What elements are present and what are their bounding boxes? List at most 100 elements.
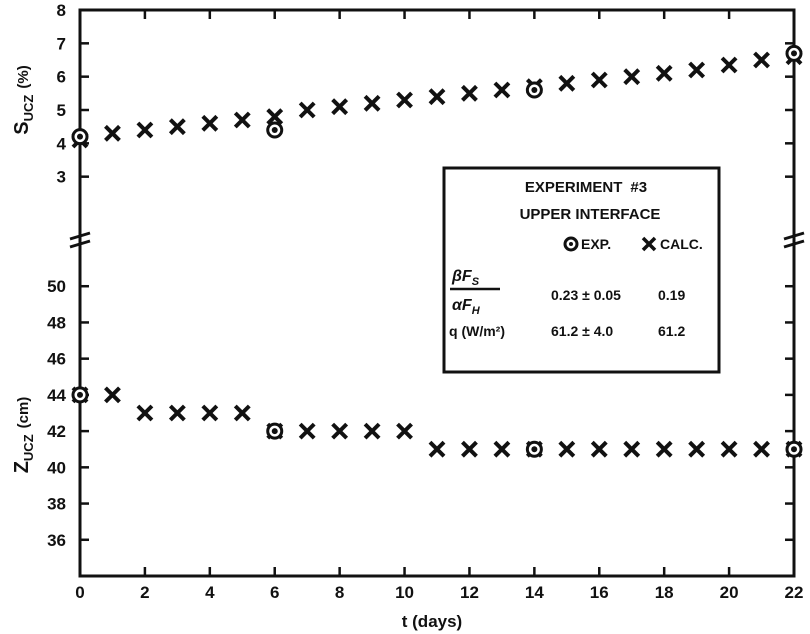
y-axis-label-top-main: S (11, 121, 33, 134)
calc-point-x (396, 422, 413, 440)
y-tick-label: 3 (57, 168, 66, 187)
legend-ratio-numerator: βFS (451, 268, 480, 288)
calc-point-x (461, 84, 478, 102)
legend-title-1: EXPERIMENT #3 (525, 179, 647, 196)
x-tick-label: 4 (205, 583, 215, 602)
legend-ratio-calc-value: 0.19 (658, 287, 685, 303)
calc-point-x (396, 91, 413, 109)
axis-break-left (69, 231, 91, 249)
calc-point-x (201, 404, 219, 422)
y-axis-label-bottom-main: Z (11, 461, 33, 473)
calc-point-x (688, 61, 706, 79)
calc-point-x (753, 440, 770, 458)
calc-point-x (136, 121, 154, 139)
plot-frame (78, 8, 796, 578)
x-tick-label: 8 (335, 583, 344, 602)
legend-title-1-mark: #3 (630, 179, 647, 196)
calc-point-x (493, 440, 511, 458)
calc-point-x (363, 94, 381, 112)
exp-point-circle (525, 81, 543, 99)
data-marks (71, 44, 803, 458)
legend-calc-marker (641, 236, 657, 252)
legend-title-2: UPPER INTERFACE (520, 206, 661, 223)
exp-point-circle (266, 121, 284, 139)
calc-point-x (753, 51, 770, 69)
y-tick-label: 40 (47, 458, 66, 477)
calc-point-x (623, 440, 641, 458)
legend-q-calc-value: 61.2 (658, 323, 685, 339)
calc-point-x (201, 114, 219, 132)
x-tick-label: 16 (590, 583, 609, 602)
y-tick-label: 36 (47, 531, 66, 550)
y-tick-label: 38 (47, 495, 66, 514)
legend-box (442, 166, 721, 374)
calc-point-x (233, 111, 251, 129)
y-tick-label: 8 (57, 1, 66, 20)
exp-point-circle (525, 440, 543, 458)
legend-q-exp-value: 61.2 ± 4.0 (551, 323, 613, 339)
calc-point-x (266, 108, 284, 126)
axis-ticks: 0 2 4 6 8 10 12 14 16 18 20 22345678363840424446485… (47, 1, 803, 602)
calc-point-x (136, 404, 154, 422)
x-tick-label: 12 (460, 583, 479, 602)
legend-ratio-den-sub: H (472, 305, 481, 317)
calc-point-x (428, 440, 446, 458)
calc-point-x (558, 74, 576, 92)
y-axis-label-bottom: ZUCZ (cm) (11, 397, 36, 474)
y-axis-label-top-unit: (%) (15, 65, 32, 88)
exp-point-circle (785, 440, 803, 458)
y-tick-label: 46 (47, 350, 66, 369)
calc-point-x (331, 98, 349, 116)
y-axis-label-top: SUCZ (%) (11, 65, 36, 134)
x-tick-label: 6 (270, 583, 279, 602)
calc-point-x (363, 422, 381, 440)
legend-ratio-denominator: αFH (452, 297, 481, 317)
legend-ratio-num-text: βF (451, 268, 473, 285)
y-tick-label: 50 (47, 277, 66, 296)
legend-q-label: q (W/m²) (449, 323, 505, 339)
calc-point-x (331, 422, 349, 440)
calc-point-x (720, 56, 738, 74)
calc-point-x (655, 440, 673, 458)
y-tick-label: 42 (47, 422, 66, 441)
y-tick-label: 4 (57, 134, 67, 153)
calc-point-x (104, 124, 121, 142)
x-tick-label: 0 (75, 583, 84, 602)
exp-point-circle (785, 44, 803, 62)
calc-point-x (298, 101, 316, 119)
calc-point-x (168, 118, 186, 136)
x-tick-label: 18 (655, 583, 674, 602)
y-tick-label: 44 (47, 386, 66, 405)
y-tick-label: 48 (47, 313, 66, 332)
calc-point-x (590, 440, 608, 458)
calc-point-x (461, 440, 478, 458)
y-tick-label: 5 (57, 101, 66, 120)
y-tick-label: 6 (57, 68, 66, 87)
x-tick-label: 10 (395, 583, 414, 602)
y-axis-label-bottom-sub: UCZ (21, 434, 36, 461)
legend-calc-label: CALC. (660, 236, 703, 252)
axis-break-right (783, 231, 805, 249)
calc-point-x (720, 440, 738, 458)
legend-ratio-num-sub: S (472, 276, 480, 288)
calc-point-x (168, 404, 186, 422)
calc-point-x (623, 68, 641, 86)
x-axis-label: t (days) (402, 612, 462, 631)
calc-point-x (590, 71, 608, 89)
calc-point-x (655, 64, 673, 82)
calc-point-x (493, 81, 511, 99)
legend: EXPERIMENT #3 UPPER INTERFACE EXP. CALC. … (442, 166, 721, 374)
calc-point-x (298, 422, 316, 440)
y-axis-label-top-sub: UCZ (21, 95, 36, 122)
exp-point-circle (71, 128, 89, 146)
legend-title-1-text: EXPERIMENT (525, 179, 623, 196)
legend-ratio-den-text: αF (452, 297, 473, 314)
x-tick-label: 22 (785, 583, 804, 602)
legend-exp-marker (563, 236, 579, 252)
y-tick-label: 7 (57, 34, 66, 53)
x-tick-label: 20 (720, 583, 739, 602)
calc-point-x (558, 440, 576, 458)
x-tick-label: 2 (140, 583, 149, 602)
exp-point-circle (266, 422, 284, 440)
legend-exp-label: EXP. (581, 236, 611, 252)
